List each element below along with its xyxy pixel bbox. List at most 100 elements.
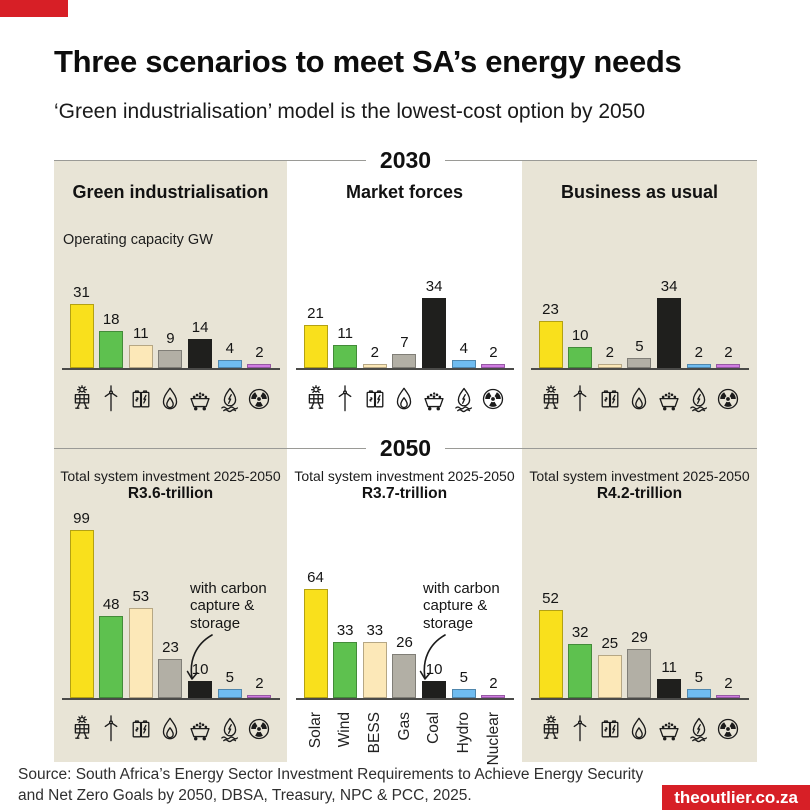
category-cell: [392, 382, 416, 416]
bar-value: 9: [166, 330, 175, 347]
carbon-capture-annotation: with carbon capture & storage: [190, 580, 267, 632]
bar-value: 2: [489, 344, 498, 361]
solar-panel-icon: [537, 712, 565, 746]
nuclear-icon: [714, 712, 742, 746]
bar-coal: [188, 339, 213, 368]
bars-row: 99 48 53 23 10 5 2: [69, 510, 272, 698]
bar-solar: [538, 321, 563, 368]
category-cell: [99, 382, 123, 416]
page-title: Three scenarios to meet SA’s energy need…: [54, 44, 682, 79]
bar-value: 2: [724, 675, 733, 692]
bar-bess: [362, 642, 387, 698]
scenario-panel: Market forces 21 11 2 7 34 4 2: [287, 160, 522, 448]
bars-row: 21 11 2 7 34 4 2: [303, 278, 506, 368]
bar-value: 32: [571, 624, 589, 641]
nuclear-icon: [479, 382, 507, 416]
x-axis: [530, 368, 749, 370]
category-cell: [598, 712, 622, 746]
bar-chart: 64 33 33 26 10 5 2 Solar Wind BESS Gas Coal Hydro Nuc…: [295, 569, 514, 765]
bar-cell: 7: [392, 334, 417, 368]
category-label: Gas: [395, 712, 413, 741]
bar-value: 2: [255, 675, 264, 692]
bar-nuclear: [481, 364, 506, 368]
unit-label: Operating capacity GW: [63, 232, 213, 248]
category-cell: [716, 382, 740, 416]
coal-cart-icon: [655, 382, 683, 416]
bar-bess: [128, 345, 153, 368]
bar-gas: [627, 649, 652, 698]
bar-value: 2: [694, 344, 703, 361]
bar-nuclear: [247, 695, 272, 698]
bar-cell: 53: [128, 588, 153, 698]
battery-storage-icon: [596, 712, 624, 746]
category-row: Solar Wind BESS Gas Coal Hydro Nuclear: [304, 712, 506, 765]
bar-cell: 31: [69, 284, 94, 368]
bar-value: 64: [307, 569, 324, 586]
category-cell: [598, 382, 622, 416]
scenario-panel: Total system investment 2025-2050 R4.2-tr…: [522, 448, 757, 762]
bar-wind: [99, 616, 124, 698]
bar-cell: 2: [481, 344, 506, 368]
bar-value: 53: [132, 588, 150, 605]
category-cell: [481, 382, 505, 416]
gas-flame-icon: [390, 382, 418, 416]
bar-hydro: [451, 689, 476, 698]
bar-value: 10: [425, 661, 443, 678]
x-axis: [295, 698, 514, 700]
bar-hydro: [686, 364, 711, 368]
category-cell: [158, 712, 182, 746]
investment-caption: Total system investment 2025-2050: [294, 468, 515, 484]
annotation-arrow-icon: [186, 634, 213, 680]
x-axis: [530, 698, 749, 700]
bar-value: 11: [133, 325, 149, 342]
gas-flame-icon: [625, 712, 653, 746]
bar-cell: 11: [657, 659, 682, 698]
category-cell: [70, 712, 94, 746]
scenario-title: Green industrialisation: [72, 182, 269, 202]
category-cell: [304, 382, 328, 416]
bar-wind: [333, 345, 358, 368]
year-divider-2050: 2050: [54, 432, 758, 464]
category-label: Wind: [336, 712, 354, 748]
brand-logo-rect: [0, 0, 68, 17]
category-row: [539, 712, 741, 746]
coal-cart-icon: [655, 712, 683, 746]
category-cell: [687, 382, 711, 416]
bar-solar: [303, 325, 328, 368]
bar-bess: [128, 608, 153, 698]
category-cell: [129, 712, 153, 746]
battery-storage-icon: [127, 382, 155, 416]
category-cell: [716, 712, 740, 746]
category-cell: [333, 382, 357, 416]
bar-cell: 99: [69, 510, 94, 698]
category-cell: Hydro: [452, 712, 476, 753]
bar-value: 29: [631, 629, 648, 646]
source-note: Source: South Africa’s Energy Sector Inv…: [18, 764, 643, 806]
category-cell: [539, 712, 563, 746]
bar-coal: [188, 681, 213, 698]
solar-panel-icon: [537, 382, 565, 416]
bar-cell: 34: [422, 278, 447, 368]
battery-storage-icon: [127, 712, 155, 746]
bar-gas: [627, 358, 652, 368]
bar-bess: [597, 364, 622, 368]
bar-cell: 2: [247, 675, 272, 698]
bar-value: 7: [400, 334, 409, 351]
site-badge[interactable]: theoutlier.co.za: [662, 785, 810, 810]
scenario-title: Market forces: [345, 182, 464, 202]
bar-cell: 4: [217, 340, 242, 368]
bar-value: 52: [542, 590, 559, 607]
category-cell: BESS: [363, 712, 387, 753]
bar-cell: 21: [303, 305, 328, 368]
bar-nuclear: [247, 364, 272, 368]
bar-chart: 23 10 2 5 34 2 2: [530, 278, 749, 416]
category-cell: [568, 382, 592, 416]
bars-row: 64 33 33 26 10 5 2: [303, 569, 506, 698]
bar-value: 10: [191, 661, 209, 678]
bar-chart: 52 32 25 29 11 5 2: [530, 590, 749, 746]
divider-line: [445, 159, 758, 161]
hydro-power-icon: [216, 382, 244, 416]
bar-value: 5: [225, 669, 234, 686]
bar-cell: 11: [333, 325, 358, 368]
bar-value: 31: [73, 284, 90, 301]
